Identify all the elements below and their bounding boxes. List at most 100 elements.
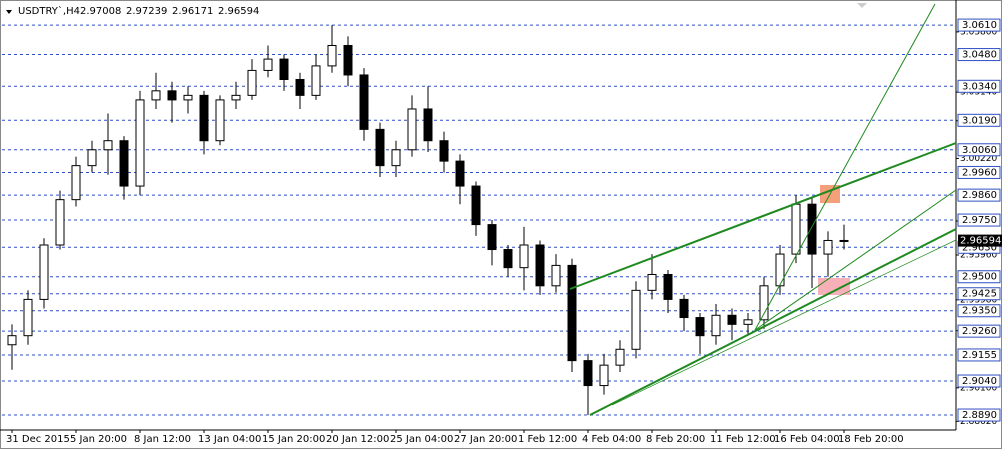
x-tick-label: 15 Jan 20:00 [262, 434, 325, 445]
candle-body [679, 298, 689, 319]
level-label-box [957, 113, 1001, 127]
channel-line [569, 142, 957, 290]
candle-body [631, 289, 641, 350]
x-tick-label: 27 Jan 20:00 [454, 434, 517, 445]
level-label: 2.9500 [962, 272, 997, 283]
level-label: 2.9630 [962, 242, 997, 253]
candle-body [487, 224, 497, 251]
x-tick-label: 18 Feb 20:00 [838, 434, 904, 445]
candle-body [663, 273, 673, 300]
x-tick-label: 8 Jan 12:00 [134, 434, 191, 445]
candle-body [519, 244, 529, 269]
candle-body [279, 58, 289, 80]
candle-body [471, 185, 481, 226]
candle-body [343, 44, 353, 76]
level-label: 2.9350 [962, 306, 997, 317]
price-axis: 3.058003.031403.018803.002202.974602.959… [956, 18, 1002, 427]
level-label: 3.0480 [962, 50, 997, 61]
y-tick-label: 2.88620 [960, 417, 997, 427]
level-label: 3.0610 [962, 20, 997, 31]
trend-line [754, 189, 957, 331]
menu-triangle [6, 10, 12, 14]
candle-body [7, 335, 17, 346]
x-tick-label: 13 Jan 04:00 [198, 434, 261, 445]
candle-body [839, 239, 849, 242]
ohlc-value: 2.97008 [80, 6, 121, 17]
candle-body [71, 165, 81, 201]
candle-body [23, 298, 33, 337]
level-label: 3.0060 [962, 145, 997, 156]
level-label: 3.0190 [962, 115, 997, 126]
candle-body [263, 58, 273, 71]
candle-body [423, 108, 433, 142]
level-label-box [957, 304, 1001, 318]
plot-area [2, 24, 956, 416]
ohlc-value: 2.96171 [172, 6, 213, 17]
x-tick-label: 4 Feb 04:00 [582, 434, 641, 445]
level-label-box [957, 408, 1001, 422]
x-tick-label: 1 Feb 12:00 [518, 434, 577, 445]
candle-body [599, 364, 609, 387]
level-label-box [957, 270, 1001, 284]
level-label: 2.9960 [962, 167, 997, 178]
candle-body [375, 128, 385, 167]
candle-body [39, 244, 49, 300]
candle-body [199, 94, 209, 142]
candle-body [583, 360, 593, 387]
candle-body [391, 149, 401, 167]
ohlc-value: 2.97239 [126, 6, 167, 17]
candle-body [103, 140, 113, 151]
x-tick-label: 20 Jan 12:00 [326, 434, 389, 445]
drawings [569, 3, 957, 416]
y-tick-label: 2.93980 [960, 295, 997, 305]
y-tick-label: 3.05800 [960, 27, 997, 37]
candle-body [615, 348, 625, 366]
candle-body [503, 249, 513, 269]
last-price-box [958, 234, 1002, 247]
y-tick-label: 2.90100 [960, 383, 997, 393]
level-label-box [957, 348, 1001, 362]
candle-body [167, 90, 177, 101]
candle-body [183, 94, 193, 101]
x-tick-label: 31 Dec 2015 [6, 434, 70, 445]
candle-body [55, 199, 65, 246]
level-label: 2.9040 [962, 376, 997, 387]
scroll-marker [857, 3, 867, 8]
candle-body [87, 149, 97, 167]
candle-body [359, 74, 369, 130]
level-label-box [957, 79, 1001, 93]
y-tick-label: 2.95960 [960, 250, 997, 260]
level-label: 2.9860 [962, 190, 997, 201]
channel-line [589, 228, 957, 416]
level-label-box [957, 48, 1001, 62]
candle-body [743, 319, 753, 325]
candle-body [807, 203, 817, 255]
candle-body [791, 203, 801, 255]
level-label-box [957, 287, 1001, 301]
level-label: 2.9155 [962, 350, 997, 361]
level-label: 2.9425 [962, 289, 997, 300]
candle-body [455, 160, 465, 187]
candle-body [759, 285, 769, 321]
candle-body [215, 99, 225, 142]
x-tick-label: 11 Feb 12:00 [710, 434, 776, 445]
candle-body [439, 140, 449, 162]
level-label-box [957, 143, 1001, 157]
level-label-box [957, 324, 1001, 338]
candle-body [535, 244, 545, 287]
candle-body [407, 108, 417, 151]
level-label: 2.9260 [962, 326, 997, 337]
level-label: 3.0340 [962, 81, 997, 92]
trend-line [611, 239, 957, 406]
level-label: 2.9750 [962, 215, 997, 226]
candle-body [119, 140, 129, 187]
x-tick-label: 16 Feb 04:00 [774, 434, 840, 445]
candle-body [727, 314, 737, 325]
level-label-box [957, 18, 1001, 32]
level-label-box [957, 374, 1001, 388]
candle-body [135, 99, 145, 187]
level-label-box [957, 213, 1001, 227]
candle-body [295, 78, 305, 96]
